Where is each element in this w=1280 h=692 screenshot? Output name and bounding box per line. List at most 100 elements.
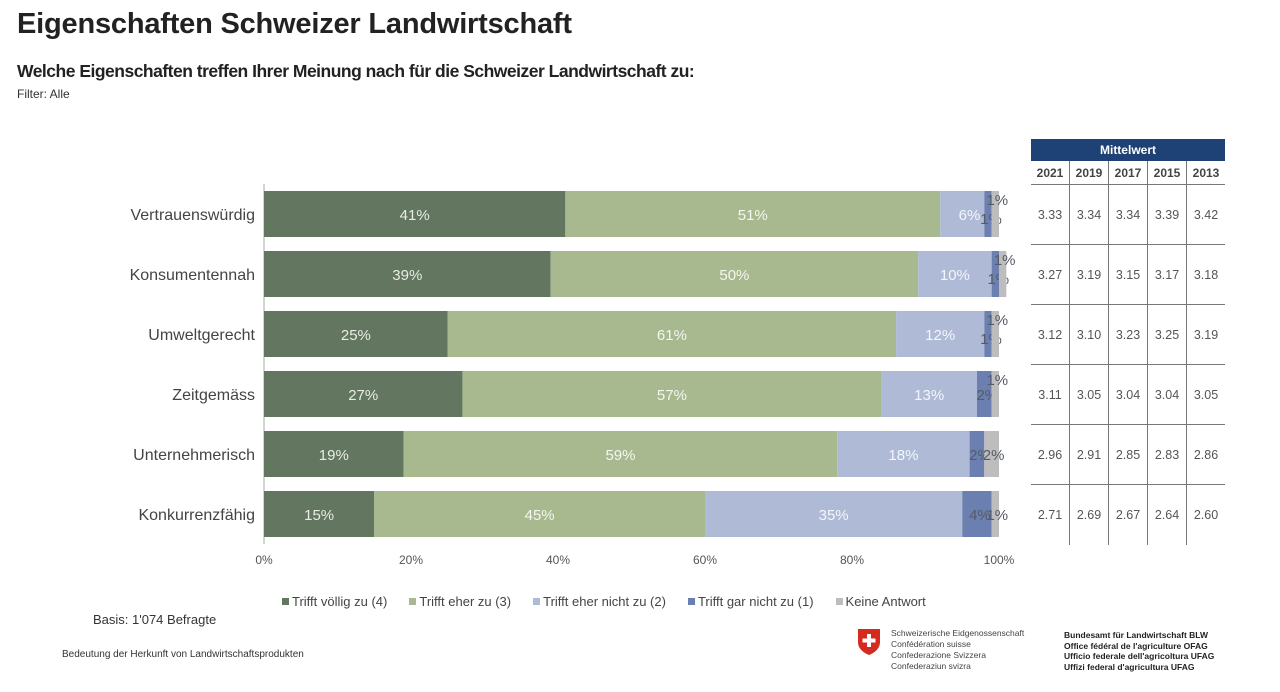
mean-value-cell: 2.71 [1037,508,1063,522]
category-label: Unternehmerisch [133,447,255,464]
mean-table-row: 2.71 2.69 2.67 2.64 2.60 [1031,485,1225,545]
basis-note: Basis: 1'074 Befragte [93,612,217,627]
mean-value-cell: 2.96 [1037,448,1063,462]
mean-value-cell: 3.19 [1069,245,1108,304]
mean-value-cell: 2.60 [1186,485,1225,545]
chart-legend: Trifft völlig zu (4) Trifft eher zu (3) … [282,594,926,609]
bar-segment [264,431,404,477]
bar-value-label: 1% [986,312,1008,329]
bar-value-label: 1% [994,252,1016,269]
bar-segment [962,491,992,537]
legend-swatch [409,598,417,605]
mean-value-cell: 3.19 [1186,305,1225,364]
mean-value-cell: 3.39 [1147,185,1186,244]
bar-segment [264,191,566,237]
mean-value-cell: 3.10 [1069,305,1108,364]
mean-table-header: Mittelwert [1031,139,1225,161]
bar-segment [976,371,992,417]
mean-table-body: 3.33 3.34 3.34 3.39 3.42 3.27 3.19 3.15 3.17 3.18… [1031,185,1225,545]
confederation-line: Confédération suisse [891,639,971,649]
mean-table-row: 3.33 3.34 3.34 3.39 3.42 [1031,185,1225,245]
bar-segment [991,191,999,237]
legend-item: Trifft gar nicht zu (1) [687,594,814,609]
x-tick-label: 80% [840,553,864,567]
mean-value-cell: 3.18 [1186,245,1225,304]
bar-value-label: 51% [738,207,768,224]
mean-value-cell: 3.25 [1147,305,1186,364]
bar-segment [264,491,375,537]
bar-segment [462,371,882,417]
mean-value-cell: 3.17 [1147,245,1186,304]
stacked-bar-chart: Vertrauenswürdig 41% 51% 6% 1% 1% Konsumentenn… [130,184,1016,567]
legend-item: Trifft eher nicht zu (2) [533,594,666,609]
legend-swatch [282,598,289,605]
confederation-text: Schweizerische Eidgenossenschaft Confédé… [891,628,1024,672]
mean-value-cell: 2.83 [1147,425,1186,484]
year-header: 2017 [1108,161,1147,184]
bar-segment [896,311,985,357]
bar-value-label: 25% [341,327,371,344]
mean-value-cell: 3.27 [1037,268,1063,282]
bar-value-label: 12% [925,327,955,344]
mean-table-row: 3.27 3.19 3.15 3.17 3.18 [1031,245,1225,305]
bar-value-label: 41% [400,207,430,224]
bar-segment [881,371,977,417]
confederation-line: Confederazione Svizzera [891,650,986,660]
bar-segment [403,431,838,477]
category-label: Konsumentennah [130,267,255,284]
mean-value-cell: 2.67 [1108,485,1147,545]
bar-segment [991,311,999,357]
legend-label: Trifft eher nicht zu (2) [543,594,666,609]
bar-segment [565,191,941,237]
legend-label: Trifft eher zu (3) [419,594,512,609]
x-tick-label: 40% [546,553,570,567]
mean-value-cell: 3.42 [1186,185,1225,244]
bar-value-label: 10% [940,267,970,284]
legend-label: Keine Antwort [845,594,926,609]
mean-value-cell: 3.34 [1069,185,1108,244]
mean-value-cell: 3.05 [1069,365,1108,424]
mean-value-cell: 3.34 [1108,185,1147,244]
bar-segment [991,491,999,537]
mean-value-cell: 3.11 [1038,388,1062,402]
bar-value-label: 59% [605,447,635,464]
mean-value-cell: 3.04 [1108,365,1147,424]
mean-value-cell: 3.23 [1108,305,1147,364]
page-title: Eigenschaften Schweizer Landwirtschaft [17,8,572,40]
mean-value-cell: 3.12 [1037,328,1063,342]
category-label: Umweltgerecht [148,327,255,344]
confederation-logo: Schweizerische Eidgenossenschaft Confédé… [857,628,1024,672]
bar-value-label: 4% [969,507,991,524]
bar-segment [940,191,985,237]
mean-table-years: 2021 2019 2017 2015 2013 [1031,161,1225,185]
bar-value-label: 1% [986,192,1008,209]
mean-table-row: 2.96 2.91 2.85 2.83 2.86 [1031,425,1225,485]
mean-table-row: 3.12 3.10 3.23 3.25 3.19 [1031,305,1225,365]
mean-value-cell: 2.85 [1108,425,1147,484]
office-line: Ufficio federale dell'agricoltura UFAG [1064,651,1215,661]
bar-value-label: 27% [348,387,378,404]
bar-segment [550,251,919,297]
mean-value-cell: 3.33 [1037,208,1063,222]
year-header: 2019 [1069,161,1108,184]
bar-segment [264,371,463,417]
filter-label: Filter: Alle [17,87,70,101]
bar-value-label: 19% [319,447,349,464]
bar-value-label: 61% [657,327,687,344]
legend-swatch [533,598,541,605]
mean-table-row: 3.11 3.05 3.04 3.04 3.05 [1031,365,1225,425]
bar-value-label: 39% [392,267,422,284]
footer-note: Bedeutung der Herkunft von Landwirtschaf… [62,649,304,660]
category-label: Konkurrenzfähig [138,507,255,524]
year-header: 2021 [1036,166,1064,180]
chart-subtitle: Welche Eigenschaften treffen Ihrer Meinu… [17,61,695,81]
bar-segment [705,491,963,537]
swiss-shield-icon [858,629,880,655]
legend-item: Trifft völlig zu (4) [282,594,387,609]
bar-value-label: 1% [986,372,1008,389]
legend-swatch [687,598,695,605]
mean-value-cell: 3.04 [1147,365,1186,424]
bar-segment [447,311,897,357]
office-line: Bundesamt für Landwirtschaft BLW [1064,630,1209,640]
mean-value-table: Mittelwert 2021 2019 2017 2015 2013 3.33… [1031,139,1225,545]
